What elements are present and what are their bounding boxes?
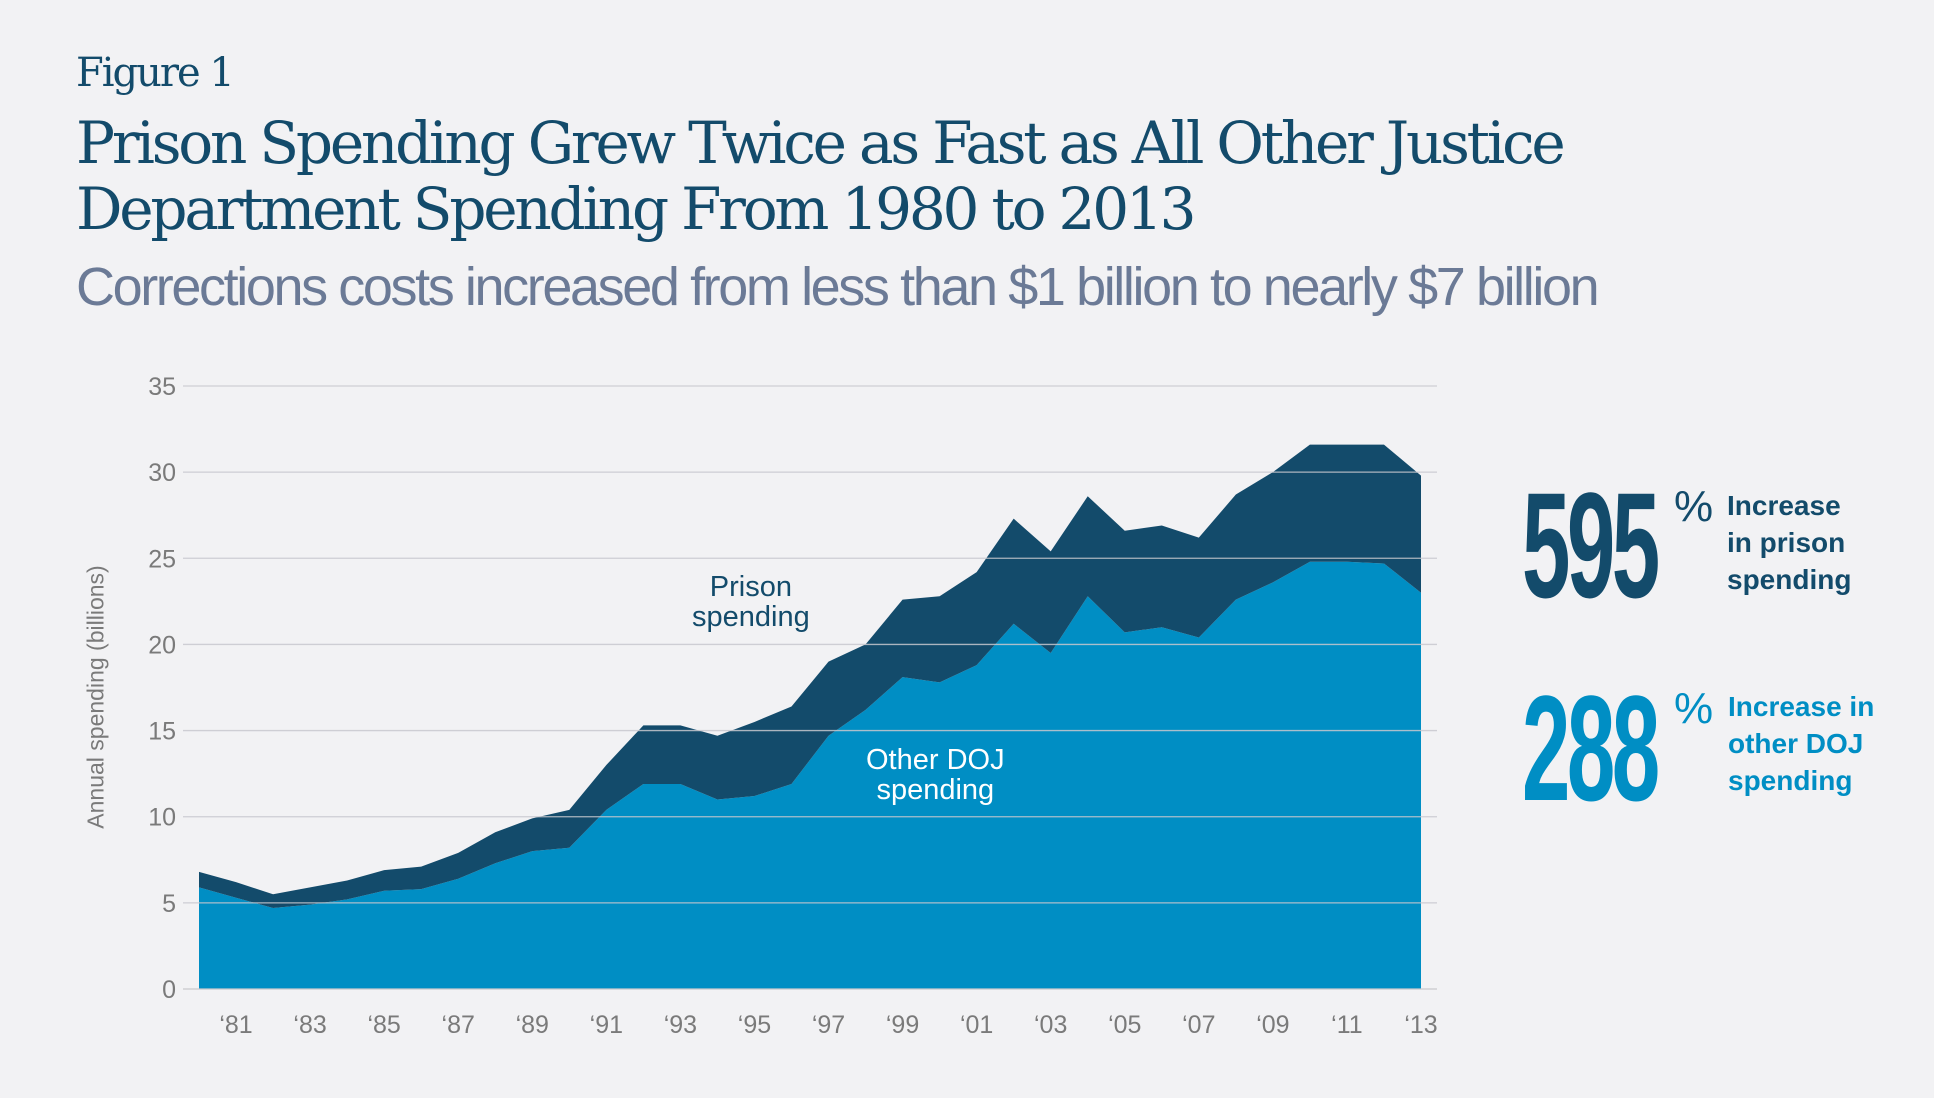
- x-tick-label: ‘93: [664, 1011, 697, 1039]
- chart-title-line2: Department Spending From 1980 to 2013: [76, 175, 1197, 243]
- x-tick-label: ‘01: [960, 1011, 993, 1039]
- y-tick-label: 15: [148, 718, 176, 746]
- prison-series-label: Prison spending: [692, 572, 810, 632]
- x-tick-label: ‘89: [516, 1011, 549, 1039]
- x-tick-label: ‘11: [1331, 1011, 1363, 1039]
- x-tick-label: ‘13: [1404, 1011, 1437, 1039]
- x-tick-label: ‘85: [367, 1011, 400, 1039]
- other-doj-increase-label: Increase in other DOJ spending: [1728, 688, 1874, 799]
- y-tick-label: 30: [148, 459, 176, 487]
- y-tick-label: 0: [162, 976, 176, 1004]
- other-label-line2: spending: [876, 774, 995, 806]
- x-tick-label: ‘05: [1108, 1011, 1141, 1039]
- x-tick-label: ‘09: [1256, 1011, 1289, 1039]
- other-doj-increase-value: 288: [1522, 664, 1660, 832]
- prison-percent-sign: %: [1674, 482, 1714, 531]
- prison-label-l1: Increase: [1727, 490, 1841, 521]
- chart-title-line1: Prison Spending Grew Twice as Fast as Al…: [76, 109, 1566, 177]
- prison-label-l2: in prison: [1727, 527, 1846, 558]
- other-doj-percent-sign: %: [1674, 684, 1714, 733]
- other-label-l3: spending: [1728, 765, 1853, 796]
- x-tick-label: ‘91: [590, 1011, 623, 1039]
- chart-subtitle: Corrections costs increased from less th…: [76, 257, 1600, 317]
- other-label-l1: Increase in: [1728, 691, 1875, 722]
- prison-label-line2: spending: [692, 601, 810, 633]
- x-tick-label: ‘07: [1182, 1011, 1215, 1039]
- x-tick-label: ‘87: [442, 1011, 475, 1039]
- prison-increase-value: 595: [1522, 461, 1660, 629]
- y-axis-title: Annual spending (billions): [82, 565, 109, 829]
- y-tick-label: 25: [148, 545, 176, 573]
- y-tick-label: 20: [148, 631, 176, 659]
- other-doj-series-label: Other DOJ spending: [866, 745, 1005, 805]
- other-label-l2: other DOJ: [1728, 728, 1864, 759]
- x-tick-label: ‘97: [812, 1011, 845, 1039]
- y-tick-label: 5: [162, 890, 176, 918]
- area-prison-spending: [199, 444, 1421, 909]
- x-tick-label: ‘03: [1034, 1011, 1067, 1039]
- other-label-line1: Other DOJ: [866, 744, 1005, 776]
- x-tick-label: ‘99: [886, 1011, 919, 1039]
- prison-increase-label: Increase in prison spending: [1727, 487, 1851, 598]
- prison-label-line1: Prison: [709, 571, 792, 603]
- area-other-doj-spending: [199, 561, 1421, 989]
- y-tick-label: 10: [148, 804, 176, 832]
- prison-label-l3: spending: [1727, 564, 1852, 595]
- x-tick-label: ‘95: [738, 1011, 771, 1039]
- figure-label: Figure 1: [76, 50, 235, 96]
- x-tick-label: ‘81: [219, 1011, 252, 1039]
- x-tick-label: ‘83: [293, 1011, 326, 1039]
- y-tick-label: 35: [148, 373, 176, 401]
